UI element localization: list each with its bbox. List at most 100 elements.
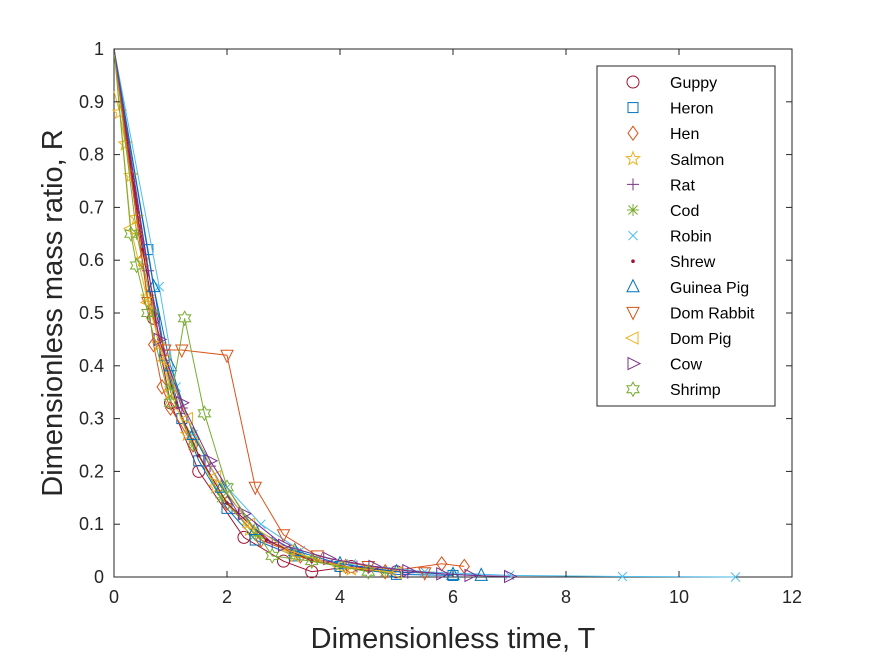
data-point — [154, 281, 165, 292]
data-point — [197, 405, 212, 422]
legend-item-salmon: Salmon — [625, 150, 724, 169]
legend-item-shrimp: Shrimp — [626, 381, 721, 399]
x-tick-label: 12 — [782, 587, 802, 607]
data-point — [196, 453, 201, 458]
y-tick-label: 0.8 — [79, 145, 104, 165]
data-point — [177, 310, 192, 327]
legend-marker — [627, 356, 642, 371]
data-point — [464, 568, 479, 583]
legend-label: Guinea Pig — [670, 280, 749, 297]
legend-label: Guppy — [670, 75, 717, 92]
data-point — [156, 379, 168, 395]
legend-label: Robin — [670, 229, 712, 246]
legend-marker — [627, 102, 639, 114]
data-point — [204, 454, 219, 468]
series-line — [113, 48, 369, 573]
legend-marker — [627, 204, 639, 216]
data-point — [361, 563, 376, 580]
legend-marker — [626, 381, 640, 398]
legend-item-heron: Heron — [627, 101, 714, 118]
data-point — [187, 437, 199, 453]
data-point — [186, 426, 200, 440]
legend-marker — [626, 75, 640, 89]
data-point — [179, 411, 193, 426]
data-point — [310, 550, 325, 564]
data-point — [164, 380, 177, 393]
data-point — [402, 563, 416, 578]
x-tick-label: 2 — [222, 587, 232, 607]
legend-marker — [625, 150, 641, 166]
data-point — [264, 538, 269, 542]
y-tick-label: 0.6 — [79, 250, 104, 270]
x-tick-label: 4 — [335, 587, 345, 607]
data-point — [276, 529, 291, 543]
data-point — [225, 501, 229, 505]
legend-item-shrew: Shrew — [631, 254, 716, 271]
data-point — [139, 295, 154, 310]
data-point — [331, 559, 346, 574]
data-point — [207, 478, 224, 495]
y-tick-label: 0.9 — [79, 92, 104, 112]
data-point — [265, 547, 280, 564]
legend-box — [596, 65, 776, 407]
legend-marker — [624, 331, 639, 345]
legend-item-guinea-pig: Guinea Pig — [626, 278, 749, 297]
data-point — [141, 296, 155, 311]
legend: Guppy Heron Hen Salmon Rat Cod Robin Shrew Guine… — [596, 65, 776, 407]
data-point — [147, 307, 160, 319]
legend-item-guppy: Guppy — [626, 75, 717, 92]
legend-label: Dom Rabbit — [670, 305, 755, 322]
y-tick-label: 0.4 — [79, 356, 104, 376]
axis-ticks: 0 2 4 6 8 10 12 0 0.1 0.2 0.3 0.4 0.5 0.6 0.7 0.8 0.9 1 — [79, 39, 802, 607]
data-point — [333, 555, 347, 570]
legend-label: Cod — [670, 203, 699, 220]
data-point — [156, 353, 171, 368]
series-line — [113, 48, 736, 578]
data-point — [361, 560, 376, 575]
y-tick-label: 0.1 — [79, 514, 104, 534]
data-point — [220, 349, 234, 364]
data-point — [124, 225, 138, 242]
data-point — [281, 543, 295, 558]
data-point — [241, 517, 256, 532]
data-point — [305, 565, 319, 579]
data-point — [215, 491, 228, 504]
data-point — [278, 538, 292, 553]
legend-label: Hen — [670, 126, 699, 143]
legend-item-rat: Rat — [627, 177, 695, 194]
y-axis-label: Dimensionless mass ratio, R — [37, 129, 69, 496]
data-point — [248, 481, 263, 496]
legend-item-robin: Robin — [628, 229, 712, 246]
y-tick-label: 0.5 — [79, 303, 104, 323]
data-point — [617, 571, 628, 582]
data-point — [504, 569, 518, 584]
legend-label: Heron — [670, 101, 714, 118]
x-tick-label: 6 — [448, 587, 458, 607]
data-point — [323, 551, 337, 566]
series-line — [113, 48, 510, 577]
y-tick-label: 0 — [94, 567, 104, 587]
data-point — [187, 439, 200, 451]
legend-label: Shrew — [670, 254, 716, 271]
series-layer — [111, 48, 741, 584]
data-point — [163, 394, 178, 411]
y-tick-label: 0.3 — [79, 409, 104, 429]
y-tick-label: 0.2 — [79, 461, 104, 481]
legend-marker — [626, 306, 640, 321]
data-point — [238, 506, 253, 521]
legend-label: Cow — [670, 357, 702, 374]
legend-item-cod: Cod — [627, 203, 699, 220]
legend-item-dom-pig: Dom Pig — [624, 331, 731, 348]
series-cow — [113, 48, 518, 584]
legend-marker — [626, 278, 640, 293]
data-point — [176, 395, 190, 410]
data-point — [117, 135, 134, 151]
data-point — [140, 304, 155, 322]
legend-label: Dom Pig — [670, 331, 731, 348]
x-tick-label: 10 — [669, 587, 689, 607]
y-tick-label: 1 — [94, 39, 104, 59]
data-point — [436, 567, 450, 581]
series-shrimp — [113, 48, 376, 580]
series-line — [113, 48, 397, 574]
legend-label: Shrimp — [670, 382, 721, 399]
